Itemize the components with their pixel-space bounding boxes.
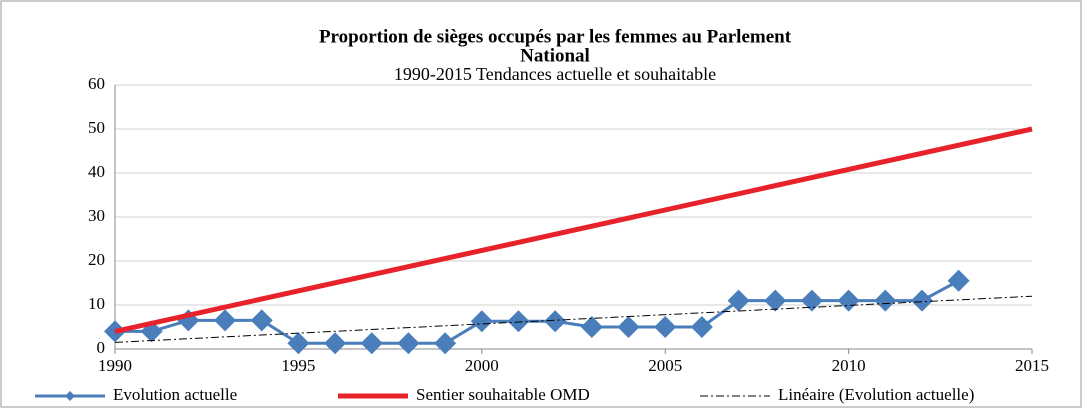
data-point (910, 289, 933, 312)
legend-label: Linéaire (Evolution actuelle) (778, 385, 974, 404)
data-point (617, 316, 640, 338)
x-tick-label: 2000 (465, 356, 499, 375)
y-tick-label: 0 (97, 338, 106, 357)
x-tick-label: 2010 (832, 356, 866, 375)
data-point (470, 310, 493, 333)
legend-marker (65, 391, 75, 401)
x-tick-label: 2005 (648, 356, 682, 375)
data-point (764, 289, 787, 312)
data-point (690, 316, 713, 338)
x-tick-label: 2015 (1015, 356, 1049, 375)
chart-title: National (520, 45, 590, 66)
data-point (507, 310, 530, 333)
data-point (360, 332, 383, 355)
y-tick-label: 30 (88, 206, 105, 225)
data-point (580, 316, 603, 338)
series-line (114, 126, 1033, 334)
data-point (214, 309, 237, 332)
y-tick-label: 20 (88, 250, 105, 269)
data-point (654, 316, 677, 338)
data-point (287, 332, 310, 355)
data-point (947, 269, 970, 292)
y-tick-label: 40 (88, 162, 105, 181)
data-point (874, 289, 897, 312)
y-tick-label: 10 (88, 294, 105, 313)
y-tick-label: 60 (88, 74, 105, 93)
data-point (397, 332, 420, 355)
y-tick-label: 50 (88, 118, 105, 137)
data-point (324, 332, 347, 355)
data-point (434, 332, 457, 355)
chart-title: Proportion de sièges occupés par les fem… (319, 26, 792, 47)
legend-label: Evolution actuelle (113, 385, 237, 404)
data-point (250, 309, 273, 332)
data-point (837, 289, 860, 312)
legend-label: Sentier souhaitable OMD (416, 385, 590, 404)
data-point (800, 289, 823, 312)
series-line (114, 295, 1033, 343)
data-point (727, 289, 750, 312)
x-tick-label: 1995 (281, 356, 315, 375)
chart-subtitle: 1990-2015 Tendances actuelle et souhaita… (394, 64, 716, 84)
data-point (544, 310, 567, 333)
x-tick-label: 1990 (98, 356, 132, 375)
